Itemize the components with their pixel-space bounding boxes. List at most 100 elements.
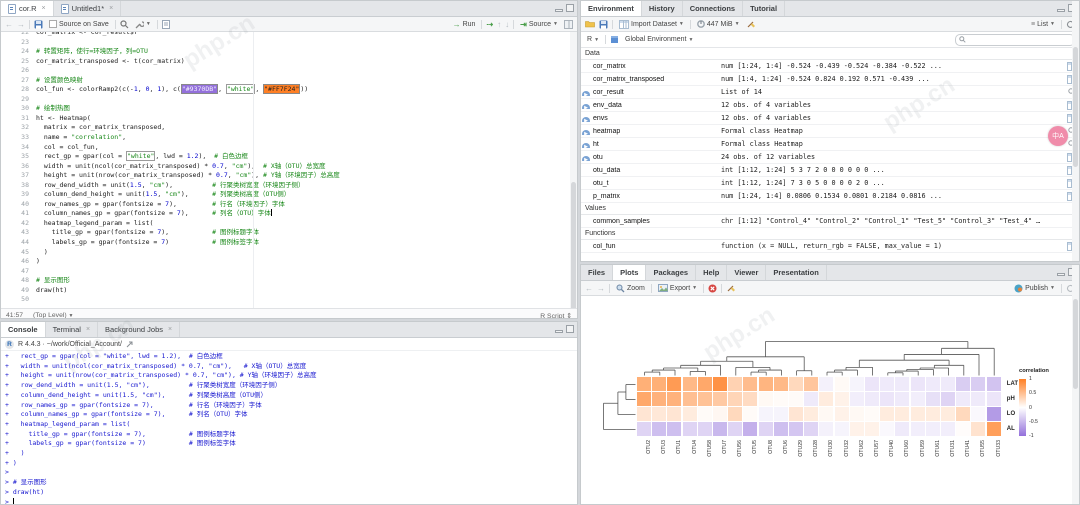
doctype-selector[interactable]: R Script ⇕ (540, 312, 572, 320)
heatmap-column-label: OTU55 (980, 440, 986, 457)
plots-scrollbar[interactable] (1072, 265, 1079, 504)
tab-terminal[interactable]: Terminal× (46, 322, 98, 337)
back-icon[interactable]: ← (5, 20, 13, 29)
tab-connections[interactable]: Connections (683, 1, 743, 16)
environment-object-row[interactable]: cor_matrixnum [1:24, 1:4] -0.524 -0.439 … (581, 60, 1079, 73)
expand-object-icon[interactable]: ▶ (582, 117, 590, 122)
console-line: + row_dend_width = unit(1.5, "cm"), # 行聚… (5, 381, 573, 391)
heatmap-column-label: OTU59 (920, 440, 926, 457)
rerun-icon[interactable]: ⇢ (486, 20, 493, 29)
minimize-pane-icon[interactable] (1057, 9, 1065, 12)
clear-plots-broom-icon[interactable] (726, 283, 736, 293)
import-dataset-button[interactable]: Import Dataset ▼ (617, 19, 686, 30)
forward-icon[interactable]: → (17, 20, 25, 29)
minimize-pane-icon[interactable] (555, 330, 563, 333)
environment-object-row[interactable]: col_funfunction (x = NULL, return_rgb = … (581, 240, 1079, 253)
environment-object-row[interactable]: otu_tint [1:12, 1:24] 7 3 0 5 0 0 0 0 2 … (581, 177, 1079, 190)
previous-plot-icon[interactable]: ← (585, 284, 593, 293)
open-workspace-icon[interactable] (585, 20, 595, 28)
environment-search[interactable] (955, 34, 1075, 46)
close-icon[interactable]: × (42, 5, 46, 12)
remove-plot-icon[interactable] (708, 284, 717, 293)
tab-background-jobs[interactable]: Background Jobs× (98, 322, 180, 337)
clear-objects-broom-icon[interactable] (746, 19, 756, 29)
up-icon[interactable]: ↑ (497, 20, 501, 29)
close-icon[interactable]: × (86, 326, 90, 333)
zoom-magnifier-icon (616, 284, 625, 293)
environment-search-input[interactable] (968, 35, 1062, 44)
source-on-save-checkbox[interactable]: Source on Save (47, 19, 111, 29)
tab-presentation[interactable]: Presentation (766, 265, 826, 280)
environment-object-row[interactable]: cor_result▶List of 14 (581, 86, 1079, 99)
save-icon[interactable] (34, 20, 43, 29)
environment-selector[interactable]: Global Environment ▼ (623, 35, 695, 44)
heatmap-cell (637, 392, 651, 406)
environment-object-row[interactable]: otu_dataint [1:12, 1:24] 5 3 7 2 0 0 0 0… (581, 164, 1079, 177)
save-workspace-icon[interactable] (599, 20, 608, 29)
tab-plots[interactable]: Plots (613, 264, 646, 280)
environment-object-row[interactable]: cor_matrix_transposednum [1:4, 1:24] -0.… (581, 73, 1079, 86)
heatmap-cell (637, 422, 651, 436)
memory-usage-button[interactable]: 447 MiB ▼ (695, 19, 742, 29)
tab-packages[interactable]: Packages (646, 265, 696, 280)
console-output[interactable]: + rect_gp = gpar(col = "white", lwd = 1.… (1, 351, 577, 505)
code-tools-button[interactable]: ▼ (133, 19, 153, 30)
external-link-icon[interactable] (126, 341, 133, 348)
environment-object-row[interactable]: p_matrixnum [1:24, 1:4] 0.0806 0.1534 0.… (581, 190, 1079, 203)
expand-object-icon[interactable]: ▶ (582, 143, 590, 148)
close-icon[interactable]: × (109, 5, 113, 12)
expand-object-icon[interactable]: ▶ (582, 156, 590, 161)
heatmap-cell (652, 422, 666, 436)
close-icon[interactable]: × (168, 326, 172, 333)
language-selector[interactable]: R ▼ (585, 35, 601, 44)
environment-object-row[interactable]: heatmap▶Formal class Heatmap (581, 125, 1079, 138)
tab-viewer[interactable]: Viewer (727, 265, 766, 280)
environment-object-row[interactable]: ht▶Formal class Heatmap (581, 138, 1079, 151)
environment-object-row[interactable]: common_sampleschr [1:12] "Control_4" "Co… (581, 215, 1079, 228)
editor-scrollbar[interactable] (570, 32, 577, 308)
tab-cor-r[interactable]: cor.R × (1, 0, 54, 16)
code-line: 48# 显示图形 (1, 276, 577, 286)
find-replace-icon[interactable] (120, 20, 129, 29)
heatmap-cell (956, 407, 970, 421)
minimize-pane-icon[interactable] (1057, 273, 1065, 276)
environment-object-row[interactable]: env_data▶12 obs. of 4 variables (581, 99, 1079, 112)
expand-object-icon[interactable]: ▶ (582, 130, 590, 135)
code-editor[interactable]: 22cor_matrix <- cor_result$r2324# 转置矩阵，使… (1, 32, 577, 308)
tab-untitled1[interactable]: Untitled1* × (54, 1, 122, 16)
source-button[interactable]: ⇥ Source ▼ (518, 19, 560, 30)
environment-object-row[interactable]: envs▶12 obs. of 4 variables (581, 112, 1079, 125)
legend-tick-label: 0 (1029, 405, 1032, 411)
tab-environment[interactable]: Environment (581, 0, 642, 16)
heatmap-cell (835, 392, 849, 406)
maximize-pane-icon[interactable] (566, 325, 574, 333)
minimize-pane-icon[interactable] (555, 9, 563, 12)
legend-tick-label: -1 (1029, 433, 1034, 439)
heatmap-column-label: OTU40 (889, 440, 895, 457)
tab-help[interactable]: Help (696, 265, 727, 280)
next-plot-icon[interactable]: → (597, 284, 605, 293)
scope-selector[interactable]: (Top Level) ▼ (33, 312, 73, 319)
tab-console[interactable]: Console (1, 321, 46, 337)
export-button[interactable]: Export ▼ (656, 283, 699, 293)
heatmap-column-label: OTU32 (844, 440, 850, 457)
environment-object-row[interactable]: otu▶24 obs. of 12 variables (581, 151, 1079, 164)
environment-scrollbar[interactable] (1072, 1, 1079, 261)
zoom-button[interactable]: Zoom (614, 283, 647, 294)
expand-object-icon[interactable]: ▶ (582, 104, 590, 109)
publish-button[interactable]: Publish ▼ (1012, 283, 1057, 294)
tab-files[interactable]: Files (581, 265, 613, 280)
down-icon[interactable]: ↓ (505, 20, 509, 29)
tab-tutorial[interactable]: Tutorial (743, 1, 785, 16)
heatmap-cell (850, 392, 864, 406)
maximize-pane-icon[interactable] (566, 4, 574, 12)
compile-report-icon[interactable] (162, 20, 170, 29)
object-summary: function (x = NULL, return_rgb = FALSE, … (721, 242, 1065, 250)
environment-section-header: Functions (581, 228, 1079, 240)
floating-ime-badge[interactable]: 中A (1048, 126, 1068, 146)
outline-icon[interactable] (564, 20, 573, 29)
list-view-button[interactable]: ≡ List ▼ (1029, 20, 1057, 29)
expand-object-icon[interactable]: ▶ (582, 91, 590, 96)
tab-history[interactable]: History (642, 1, 683, 16)
run-button[interactable]: → Run (451, 19, 478, 30)
